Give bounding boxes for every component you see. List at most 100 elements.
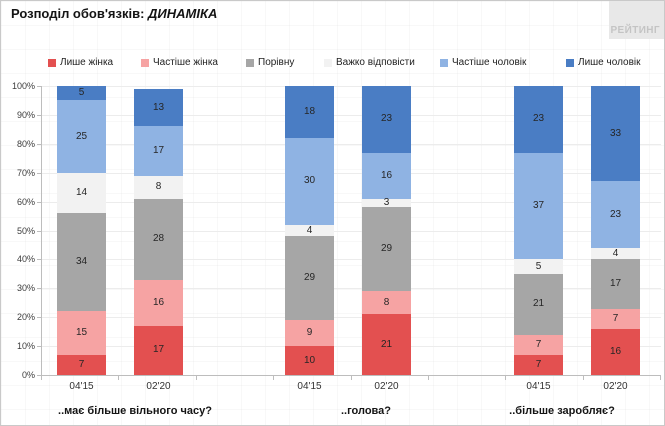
y-tick-label: 100%: [11, 81, 35, 91]
x-axis: [41, 375, 661, 376]
legend-item: Частіше чоловік: [440, 57, 526, 68]
segment-value-label: 10: [303, 354, 316, 366]
gridline: [41, 172, 661, 174]
y-axis-tick: [37, 259, 41, 261]
y-axis-tick: [37, 114, 41, 116]
segment-value-label: 13: [152, 101, 165, 113]
legend-item: Лише чоловік: [566, 57, 640, 68]
legend-label: Лише чоловік: [578, 57, 641, 68]
bar-segment: 14: [57, 172, 106, 214]
segment-value-label: 21: [380, 338, 393, 350]
bar-segment: 33: [591, 86, 640, 182]
bar-segment: 17: [134, 325, 183, 375]
gridline: [41, 288, 661, 290]
segment-value-label: 29: [303, 272, 316, 284]
x-tick-label: 02'20: [374, 381, 399, 392]
gridline: [41, 86, 661, 87]
y-tick-label: 70%: [16, 167, 35, 178]
bar-segment: 25: [57, 100, 106, 173]
x-axis-tick: [118, 376, 119, 380]
bar-segment: 29: [362, 207, 411, 292]
legend-label: Порівну: [258, 57, 295, 68]
bar-segment: 8: [134, 175, 183, 199]
y-tick-label: 30%: [16, 283, 35, 294]
x-axis-tick: [583, 376, 584, 380]
bar-segment: 23: [514, 86, 563, 153]
gridline: [41, 114, 661, 116]
segment-value-label: 17: [152, 344, 165, 356]
title-emphasis: ДИНАМІКА: [148, 6, 218, 21]
legend-swatch: [48, 58, 56, 67]
x-tick-label: 04'15: [69, 381, 94, 392]
y-tick-label: 40%: [16, 254, 35, 265]
stacked-bar-0220: 21 8 29 3 16 23: [362, 86, 411, 375]
bar-segment: 16: [591, 328, 640, 375]
x-tick-label: 04'15: [526, 381, 551, 392]
segment-value-label: 8: [383, 296, 390, 308]
stacked-bar-0415: 7 15 34 14 25 5: [57, 86, 106, 375]
bar-segment: 17: [591, 259, 640, 309]
segment-value-label: 5: [535, 260, 542, 272]
bar-segment: 7: [514, 334, 563, 355]
segment-value-label: 37: [532, 199, 545, 211]
x-axis-tick: [41, 376, 42, 380]
legend-swatch: [440, 58, 448, 67]
segment-value-label: 18: [303, 106, 316, 118]
x-axis-tick: [505, 376, 506, 380]
rating-logo: РЕЙТИНГ: [609, 1, 664, 39]
stacked-bar-0220: 17 16 28 8 17 13: [134, 88, 183, 375]
segment-value-label: 7: [612, 312, 619, 324]
bar-segment: 7: [57, 354, 106, 375]
y-axis: [41, 86, 42, 375]
bar-segment: 17: [134, 126, 183, 176]
legend-label: Важко відповісти: [336, 57, 415, 68]
segment-value-label: 8: [155, 181, 162, 193]
gridline: [41, 201, 661, 203]
bar-segment: 9: [285, 320, 334, 347]
y-axis-tick: [37, 288, 41, 290]
y-axis-tick: [37, 201, 41, 203]
bar-segment: 5: [57, 86, 106, 101]
legend-swatch: [141, 58, 149, 67]
legend-item: Важко відповісти: [324, 57, 415, 68]
bar-segment: 30: [285, 138, 334, 225]
gridline: [41, 143, 661, 145]
y-axis-tick: [37, 143, 41, 145]
gridline: [41, 259, 661, 261]
legend-label: Частіше чоловік: [452, 57, 527, 68]
bar-segment: 16: [134, 279, 183, 326]
segment-value-label: 34: [75, 256, 88, 268]
bar-segment: 8: [362, 291, 411, 315]
gridline: [41, 346, 661, 348]
segment-value-label: 9: [306, 327, 313, 339]
segment-value-label: 23: [532, 113, 545, 125]
bar-segment: 21: [362, 314, 411, 375]
gridline: [41, 317, 661, 319]
y-axis-tick: [37, 86, 41, 87]
segment-value-label: 7: [535, 338, 542, 350]
segment-value-label: 21: [532, 298, 545, 310]
legend-label: Лише жінка: [60, 57, 114, 68]
segment-value-label: 17: [609, 277, 622, 289]
segment-value-label: 7: [535, 358, 542, 370]
bar-segment: 10: [285, 346, 334, 375]
bar-segment: 3: [362, 198, 411, 208]
bar-segment: 21: [514, 273, 563, 335]
segment-value-label: 15: [75, 327, 88, 339]
group-question-label: ..більше заробляє?: [509, 405, 615, 417]
bar-segment: 5: [514, 259, 563, 274]
y-axis-tick: [37, 375, 41, 376]
x-axis-tick: [351, 376, 352, 380]
y-tick-label: 80%: [16, 138, 35, 149]
y-tick-label: 0%: [21, 370, 35, 380]
legend-label: Частіше жінка: [153, 57, 218, 68]
segment-value-label: 28: [152, 233, 165, 245]
segment-value-label: 25: [75, 130, 88, 142]
y-axis-tick: [37, 230, 41, 232]
segment-value-label: 5: [78, 87, 85, 99]
stacked-bar-0415: 7 7 21 5 37 23: [514, 86, 563, 375]
y-tick-label: 10%: [16, 341, 35, 352]
legend-item: Порівну: [246, 57, 294, 68]
x-tick-label: 02'20: [146, 381, 171, 392]
bar-segment: 4: [591, 247, 640, 260]
